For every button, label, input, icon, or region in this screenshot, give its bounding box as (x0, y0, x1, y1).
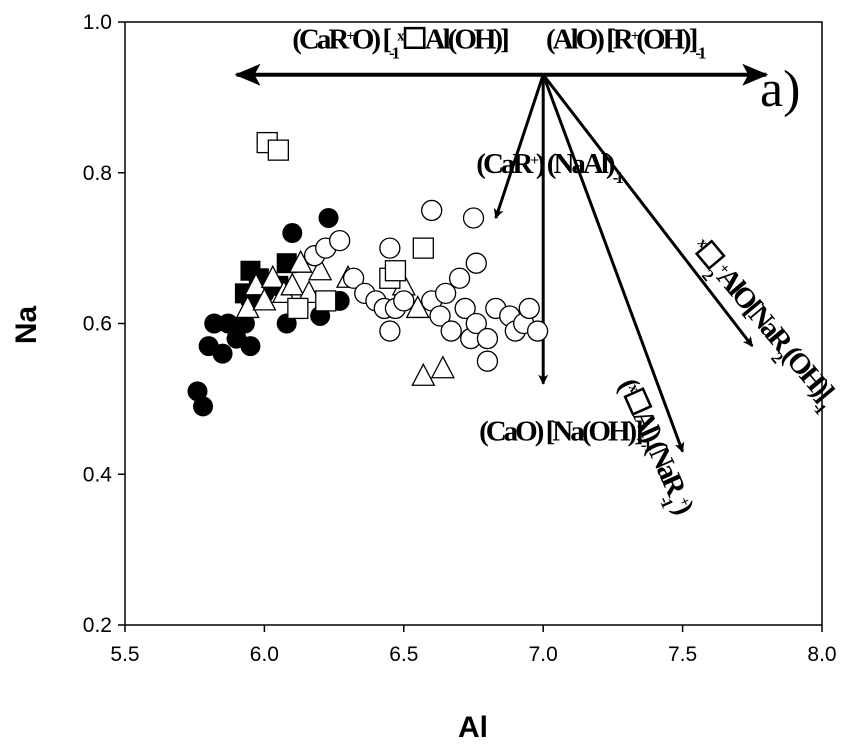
filled-circle-point (212, 343, 233, 364)
vector-arrow (541, 74, 685, 453)
vector-label-part: (CaO) [Na(OH)] (479, 415, 642, 447)
axis-ticks: 5.5 6.0 6.5 7.0 7.5 8.0 0.2 0.4 0.6 0.8 1.0 (83, 11, 837, 666)
vector-label-part: (AlO) [R (546, 23, 635, 55)
vector-arrow (493, 74, 545, 219)
open-circle-point (393, 290, 415, 312)
y-tick-label: 0.4 (83, 463, 113, 486)
vector-label-L4: (CaO) [Na(OH)]-1 (479, 415, 651, 454)
open-circle-point (429, 305, 451, 327)
open-triangle-point (296, 279, 322, 303)
open-circle-point (462, 207, 485, 229)
open-circle-point (440, 320, 462, 342)
vector-label-L5: (x☐Al) (NaR-1+) (606, 374, 700, 522)
y-tick-label: 1.0 (83, 11, 112, 34)
vector-label-L6: x☐2+AlO[NaR2(OH)]-1 (681, 232, 841, 418)
open-square-point (412, 237, 434, 259)
vector-label-part: + (530, 153, 538, 169)
open-triangle-point (411, 362, 436, 386)
open-circle-point (342, 267, 365, 289)
open-circle-point (329, 229, 351, 252)
open-triangle-point (252, 287, 277, 311)
open-circle-point (476, 327, 499, 350)
open-circle-point (379, 237, 401, 259)
vector-label-part: (CaR (292, 23, 350, 55)
filled-circle-point (204, 313, 225, 334)
x-axis-label: Al (458, 711, 488, 744)
open-circle-point (465, 312, 487, 335)
vector-label-part: (OH)] (636, 23, 696, 55)
open-circle-point (448, 267, 471, 289)
filled-circle-point (282, 223, 303, 244)
x-tick-label: 6.0 (250, 643, 279, 666)
open-triangle-point (243, 272, 269, 296)
vector-label-part: + (346, 28, 354, 44)
x-tick-label: 8.0 (807, 643, 836, 666)
open-triangle-point (235, 295, 260, 319)
vector-label-L3: (CaR+) (NaAl)-1 (476, 148, 623, 187)
vector-label-part: ☐Al(OH)] (402, 23, 508, 55)
vector-label-part: O) [ (352, 23, 391, 55)
open-circle-point (379, 320, 401, 342)
vector-arrow (542, 73, 754, 348)
open-circle-point (526, 320, 549, 342)
y-tick-label: 0.2 (83, 614, 112, 637)
x-tick-label: 7.5 (668, 643, 697, 666)
open-square-point (267, 139, 289, 161)
filled-circle-point (193, 396, 214, 417)
open-square-point (384, 260, 407, 282)
filled-circle-point (234, 313, 255, 334)
vector-label-part: -1 (695, 43, 706, 62)
vector-label-part: ) (NaAl) (536, 148, 615, 180)
x-tick-label: 5.5 (110, 643, 139, 666)
y-axis-label: Na (10, 306, 43, 345)
vector-label-part: (CaR (476, 148, 534, 180)
open-square-point (287, 297, 309, 320)
vector-labels: (CaR+O) [-1x☐Al(OH)] (AlO) [R+(OH)]-1(CaR… (292, 23, 841, 522)
filled-circle-point (218, 313, 239, 334)
vector-label-L1: (CaR+O) [-1x☐Al(OH)] (292, 23, 508, 62)
filled-circle-point (318, 207, 339, 228)
vector-label-part: -1 (389, 43, 400, 62)
open-circle-point (421, 199, 443, 222)
open-triangle-point (280, 272, 305, 296)
open-circle-point (465, 252, 487, 274)
y-tick-label: 0.6 (83, 313, 112, 336)
open-square-point (315, 290, 337, 312)
open-circle-point (518, 297, 540, 320)
vector-label-L2: (AlO) [R+(OH)]-1 (546, 23, 706, 62)
filled-circle-point (187, 381, 208, 402)
panel-label: a) (760, 61, 800, 118)
filled-circle-point (240, 336, 261, 357)
vector-label-part: (OH)] (776, 340, 839, 407)
y-tick-label: 0.8 (83, 162, 112, 185)
open-triangle-point (430, 355, 455, 379)
vector-label-part: + (631, 28, 639, 44)
open-circle-point (454, 297, 476, 320)
open-circle-point (434, 282, 457, 305)
open-triangle-point (308, 257, 333, 281)
open-triangle-point (260, 264, 285, 288)
x-tick-label: 7.0 (529, 643, 558, 666)
x-tick-label: 6.5 (389, 643, 418, 666)
open-circle-point (476, 350, 499, 372)
data-points (187, 131, 549, 417)
